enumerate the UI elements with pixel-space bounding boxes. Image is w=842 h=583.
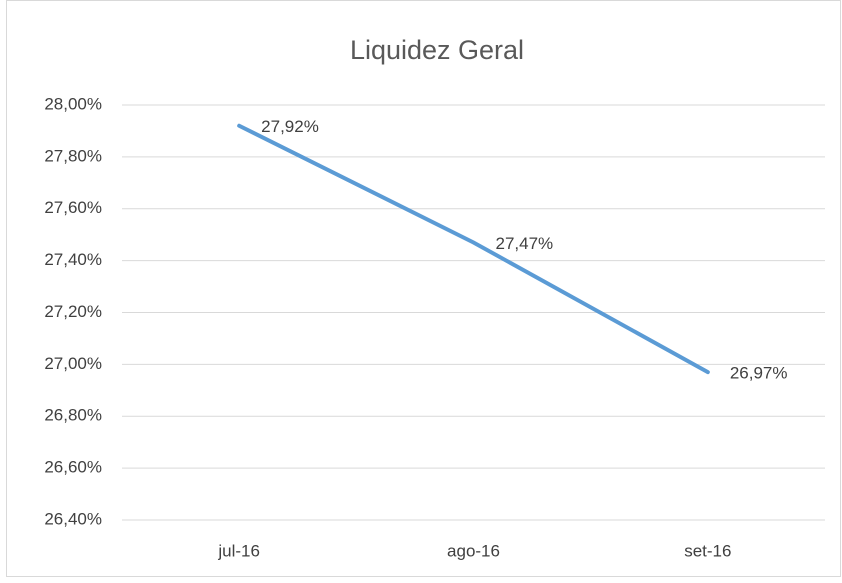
y-tick-label: 26,60% <box>44 458 102 477</box>
y-tick-label: 27,80% <box>44 146 102 165</box>
chart-frame <box>6 0 841 577</box>
y-tick-label: 27,60% <box>44 198 102 217</box>
y-tick-label: 27,20% <box>44 302 102 321</box>
x-tick-label: jul-16 <box>217 541 260 560</box>
y-tick-label: 28,00% <box>44 94 102 113</box>
data-label: 27,92% <box>261 117 319 136</box>
data-label: 27,47% <box>496 234 554 253</box>
y-tick-label: 26,40% <box>44 509 102 528</box>
y-tick-label: 27,00% <box>44 354 102 373</box>
y-tick-label: 27,40% <box>44 250 102 269</box>
chart-title: Liquidez Geral <box>350 35 524 65</box>
data-label: 26,97% <box>730 364 788 383</box>
line-series <box>237 123 710 375</box>
x-tick-label: set-16 <box>684 541 731 560</box>
y-tick-label: 26,80% <box>44 406 102 425</box>
x-tick-label: ago-16 <box>447 541 500 560</box>
